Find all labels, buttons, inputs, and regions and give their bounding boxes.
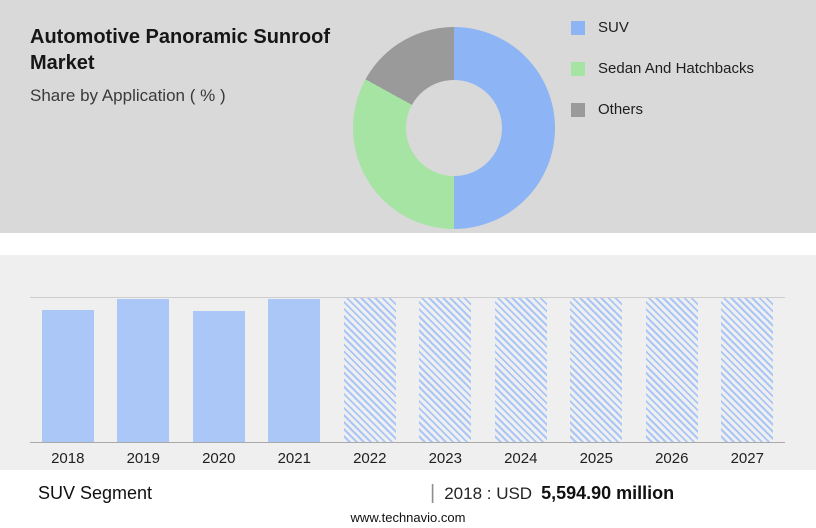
bar-chart-section: 2018 2019 2020 2021 2022 2023 2024 2025 2026 2027 bbox=[0, 255, 816, 470]
legend-item: SUV bbox=[571, 19, 754, 36]
x-axis-label: 2026 bbox=[655, 450, 689, 467]
title-block: Automotive Panoramic Sunroof Market Shar… bbox=[30, 24, 360, 106]
x-axis-label: 2018 bbox=[51, 450, 85, 467]
x-axis-label: 2025 bbox=[579, 450, 613, 467]
bar-slot bbox=[30, 298, 106, 442]
forecast-bar-2023 bbox=[419, 298, 472, 442]
section-divider bbox=[0, 233, 816, 255]
forecast-bar-2024 bbox=[494, 298, 547, 442]
segment-label: SUV Segment bbox=[38, 483, 153, 503]
x-axis-labels: 2018 2019 2020 2021 2022 2023 2024 2025 2026 2027 bbox=[30, 445, 785, 467]
donut-chart bbox=[353, 27, 555, 229]
x-axis-label: 2023 bbox=[428, 450, 462, 467]
x-axis-label: 2020 bbox=[202, 450, 236, 467]
top-section: Automotive Panoramic Sunroof Market Shar… bbox=[0, 0, 816, 233]
bar-slot bbox=[332, 298, 408, 442]
x-axis-label: 2022 bbox=[353, 450, 387, 467]
bar-slot bbox=[634, 298, 710, 442]
market-value: | 2018 : USD 5,594.90 million bbox=[430, 482, 674, 505]
bar-slot bbox=[257, 298, 333, 442]
bar-slot bbox=[559, 298, 635, 442]
bars-container bbox=[30, 298, 785, 442]
forecast-bar-2022 bbox=[343, 298, 396, 442]
bar-2020 bbox=[192, 310, 245, 442]
legend-swatch bbox=[571, 102, 585, 117]
forecast-bar-2026 bbox=[645, 298, 698, 442]
value-prefix: 2018 : USD bbox=[444, 484, 533, 503]
bar-slot bbox=[408, 298, 484, 442]
bar-2021 bbox=[268, 299, 321, 442]
bar-chart-plot bbox=[30, 297, 785, 443]
chart-subtitle: Share by Application ( % ) bbox=[30, 85, 226, 105]
legend-label: Sedan And Hatchbacks bbox=[598, 60, 754, 77]
x-axis-label: 2024 bbox=[504, 450, 538, 467]
bar-slot bbox=[483, 298, 559, 442]
chart-legend: SUV Sedan And Hatchbacks Others bbox=[571, 19, 754, 118]
bar-2019 bbox=[117, 299, 170, 442]
legend-item: Sedan And Hatchbacks bbox=[571, 60, 754, 77]
legend-swatch bbox=[571, 20, 585, 35]
legend-item: Others bbox=[571, 101, 754, 118]
footer-section: SUV Segment | 2018 : USD 5,594.90 millio… bbox=[0, 470, 816, 528]
value-separator: | bbox=[430, 482, 436, 504]
bar-slot bbox=[710, 298, 786, 442]
legend-label: Others bbox=[598, 101, 644, 118]
forecast-bar-2027 bbox=[721, 298, 774, 442]
website-url: www.technavio.com bbox=[350, 510, 466, 525]
x-axis-label: 2021 bbox=[277, 450, 311, 467]
value-amount: 5,594.90 million bbox=[541, 483, 675, 503]
x-axis-label: 2027 bbox=[730, 450, 764, 467]
page-title: Automotive Panoramic Sunroof Market bbox=[30, 26, 331, 75]
legend-label: SUV bbox=[598, 19, 629, 36]
bar-slot bbox=[181, 298, 257, 442]
donut-hole bbox=[406, 80, 502, 176]
bar-slot bbox=[106, 298, 182, 442]
x-axis-label: 2019 bbox=[126, 450, 160, 467]
legend-swatch bbox=[571, 61, 585, 76]
bar-2018 bbox=[41, 309, 94, 442]
forecast-bar-2025 bbox=[570, 298, 623, 442]
